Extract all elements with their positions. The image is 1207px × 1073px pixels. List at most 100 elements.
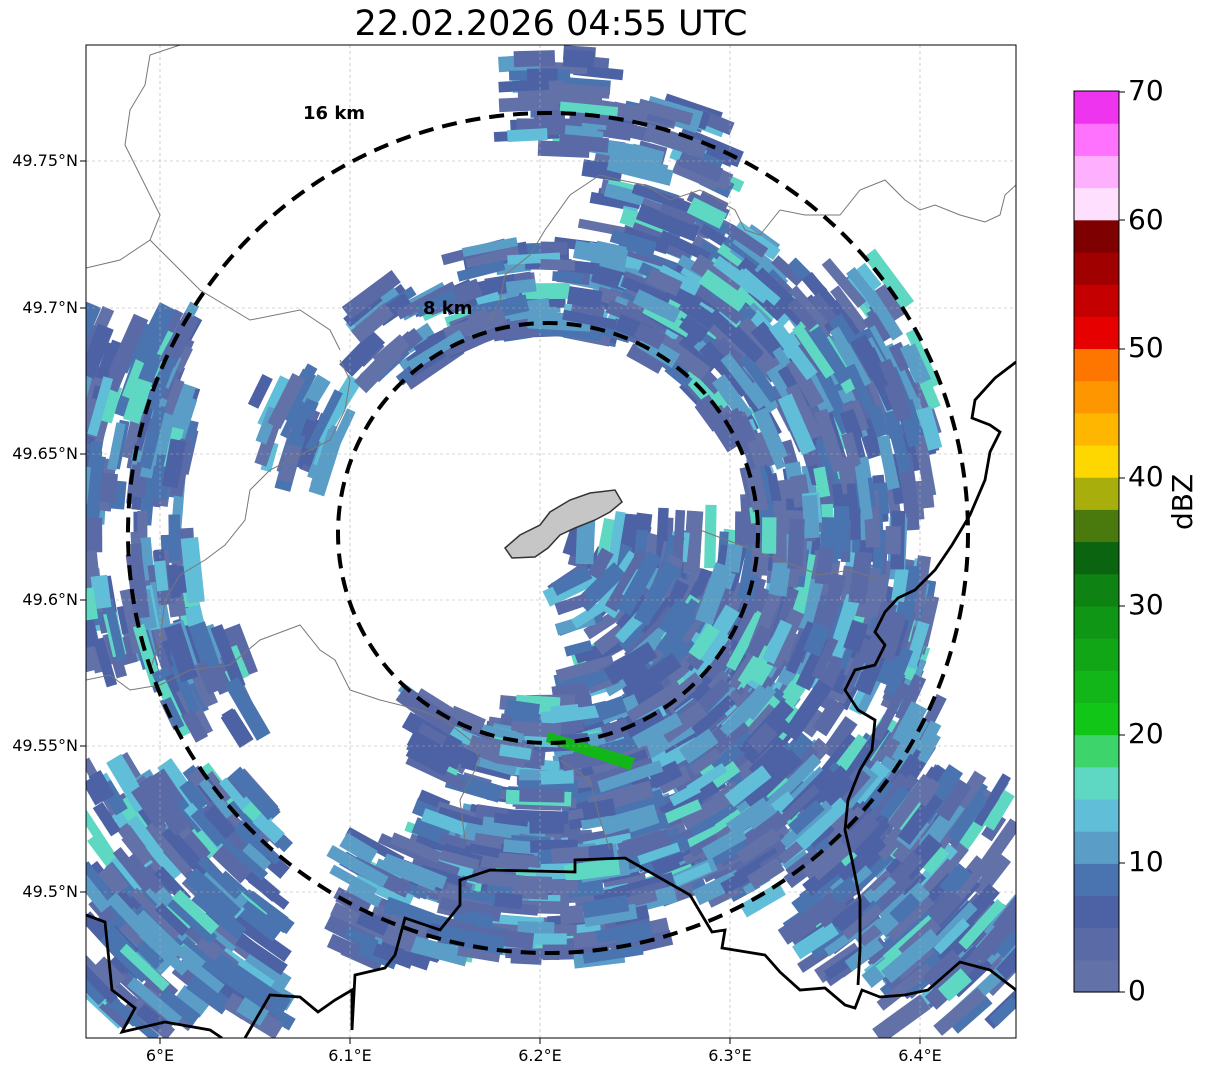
radar-echo-cell: [100, 384, 123, 424]
radar-echo-cell: [695, 394, 741, 453]
radar-echo-cell: [93, 637, 118, 688]
radar-echo-cell: [305, 389, 343, 452]
radar-echo-cell: [939, 862, 972, 898]
radar-echo-cell: [777, 393, 816, 456]
colorbar-segment: [1074, 251, 1119, 285]
radar-echo-cell: [127, 815, 158, 851]
radar-echo-cell: [892, 701, 928, 747]
radar-echo-cell: [86, 593, 99, 648]
colorbar-segment: [1074, 702, 1119, 736]
radar-echo-cell: [841, 904, 883, 940]
radar-echo-cell: [894, 564, 922, 628]
radar-echo-cell: [131, 782, 171, 829]
radar-echo-cell: [879, 784, 910, 820]
map-gridlines: [86, 45, 1016, 1038]
radar-echo-cell: [39, 336, 65, 373]
radar-echo-cell: [736, 828, 781, 865]
radar-echo-cell: [88, 769, 115, 802]
radar-echo-cell: [739, 882, 786, 918]
colorbar-tick-label: 20: [1128, 717, 1164, 750]
radar-echo-cell: [396, 685, 459, 736]
colorbar-segment: [1074, 895, 1119, 929]
radar-echo-cell: [87, 376, 114, 437]
radar-echo-cell: [439, 897, 469, 916]
colorbar-segment: [1074, 541, 1119, 575]
radar-echo-cell: [637, 842, 681, 866]
radar-echo-cell: [973, 818, 1016, 879]
radar-echo-cell: [503, 839, 538, 855]
radar-echo-cell: [86, 517, 103, 553]
radar-echo-cell: [220, 708, 254, 749]
radar-echo-cell: [746, 857, 785, 890]
radar-echo-cell: [564, 640, 593, 657]
radar-echo-cell: [777, 893, 842, 945]
radar-echo-cell: [840, 812, 881, 853]
radar-echo-cell: [91, 956, 126, 991]
radar-echo-cell: [648, 760, 683, 789]
colorbar: [1074, 91, 1119, 993]
colorbar-segment: [1074, 123, 1119, 156]
radar-echo-cell: [241, 951, 292, 992]
radar-echo-cell: [678, 823, 724, 853]
radar-echo-cell: [689, 748, 722, 776]
radar-echo-cell: [742, 776, 777, 808]
radar-echo-cell: [86, 955, 118, 1005]
radar-echo-cell: [558, 133, 609, 153]
radar-echo-cell: [832, 902, 865, 934]
radar-echo-cell: [786, 357, 825, 409]
colorbar-segment: [1074, 573, 1119, 607]
radar-echo-cell: [50, 323, 84, 382]
radar-echo-cell: [438, 832, 468, 850]
radar-echo-cell: [117, 822, 154, 866]
radar-echo-cell: [873, 651, 901, 686]
radar-echo-cell: [643, 123, 709, 159]
lat-tick-label: 49.65°N: [12, 444, 78, 463]
radar-echo-cell: [605, 511, 626, 578]
colorbar-segment: [1074, 219, 1119, 253]
radar-echo-cell: [341, 270, 401, 320]
radar-echo-cell: [884, 381, 913, 423]
radar-echo-cell: [529, 820, 565, 834]
radar-echo-cell: [52, 347, 73, 379]
radar-echo-cell: [619, 660, 652, 689]
radar-echo-cell: [277, 443, 302, 484]
radar-echo-cell: [838, 343, 867, 381]
radar-echo-cell: [620, 890, 658, 910]
radar-echo-cell: [213, 952, 275, 1001]
radar-echo-cell: [563, 858, 621, 882]
radar-echo-cell: [131, 909, 184, 962]
radar-echo-cell: [498, 79, 550, 93]
radar-echo-cell: [353, 344, 403, 394]
radar-echo-cell: [412, 853, 460, 878]
radar-echo-cell: [569, 782, 634, 805]
radar-echo-cell: [626, 343, 666, 374]
radar-echo-cell: [200, 866, 249, 912]
lat-tick-label: 49.55°N: [12, 736, 78, 755]
radar-echo-cell: [917, 842, 950, 875]
radar-echo-cell: [119, 943, 170, 992]
radar-echo-cell: [659, 701, 708, 743]
lon-tick-label: 6.1°E: [328, 1046, 372, 1065]
radar-echo-cell: [688, 623, 720, 661]
radar-echo-cell: [420, 808, 468, 836]
colorbar-tick-label: 0: [1128, 974, 1146, 1007]
radar-echo-cell: [55, 483, 68, 513]
radar-echo-cell: [879, 610, 907, 662]
radar-echo-cell: [236, 996, 270, 1026]
radar-echo-cell: [658, 597, 689, 635]
radar-echo-cell: [720, 861, 765, 895]
map-frame: [85, 44, 1017, 1039]
colorbar-tick-label: 30: [1128, 588, 1164, 621]
radar-echo-cell: [603, 871, 647, 890]
radar-echo-cell: [807, 838, 853, 881]
radar-echo-cell: [329, 864, 378, 898]
radar-echo-cell: [346, 881, 383, 908]
colorbar-segment: [1074, 412, 1119, 446]
radar-echo-cell: [326, 844, 389, 888]
radar-echo-cell: [252, 812, 285, 844]
radar-echo-cell: [562, 309, 617, 330]
radar-echo-cell: [725, 797, 773, 837]
radar-echo-cell: [231, 914, 292, 962]
radar-echo-cell: [725, 223, 769, 258]
radar-echo-cell: [603, 641, 658, 685]
